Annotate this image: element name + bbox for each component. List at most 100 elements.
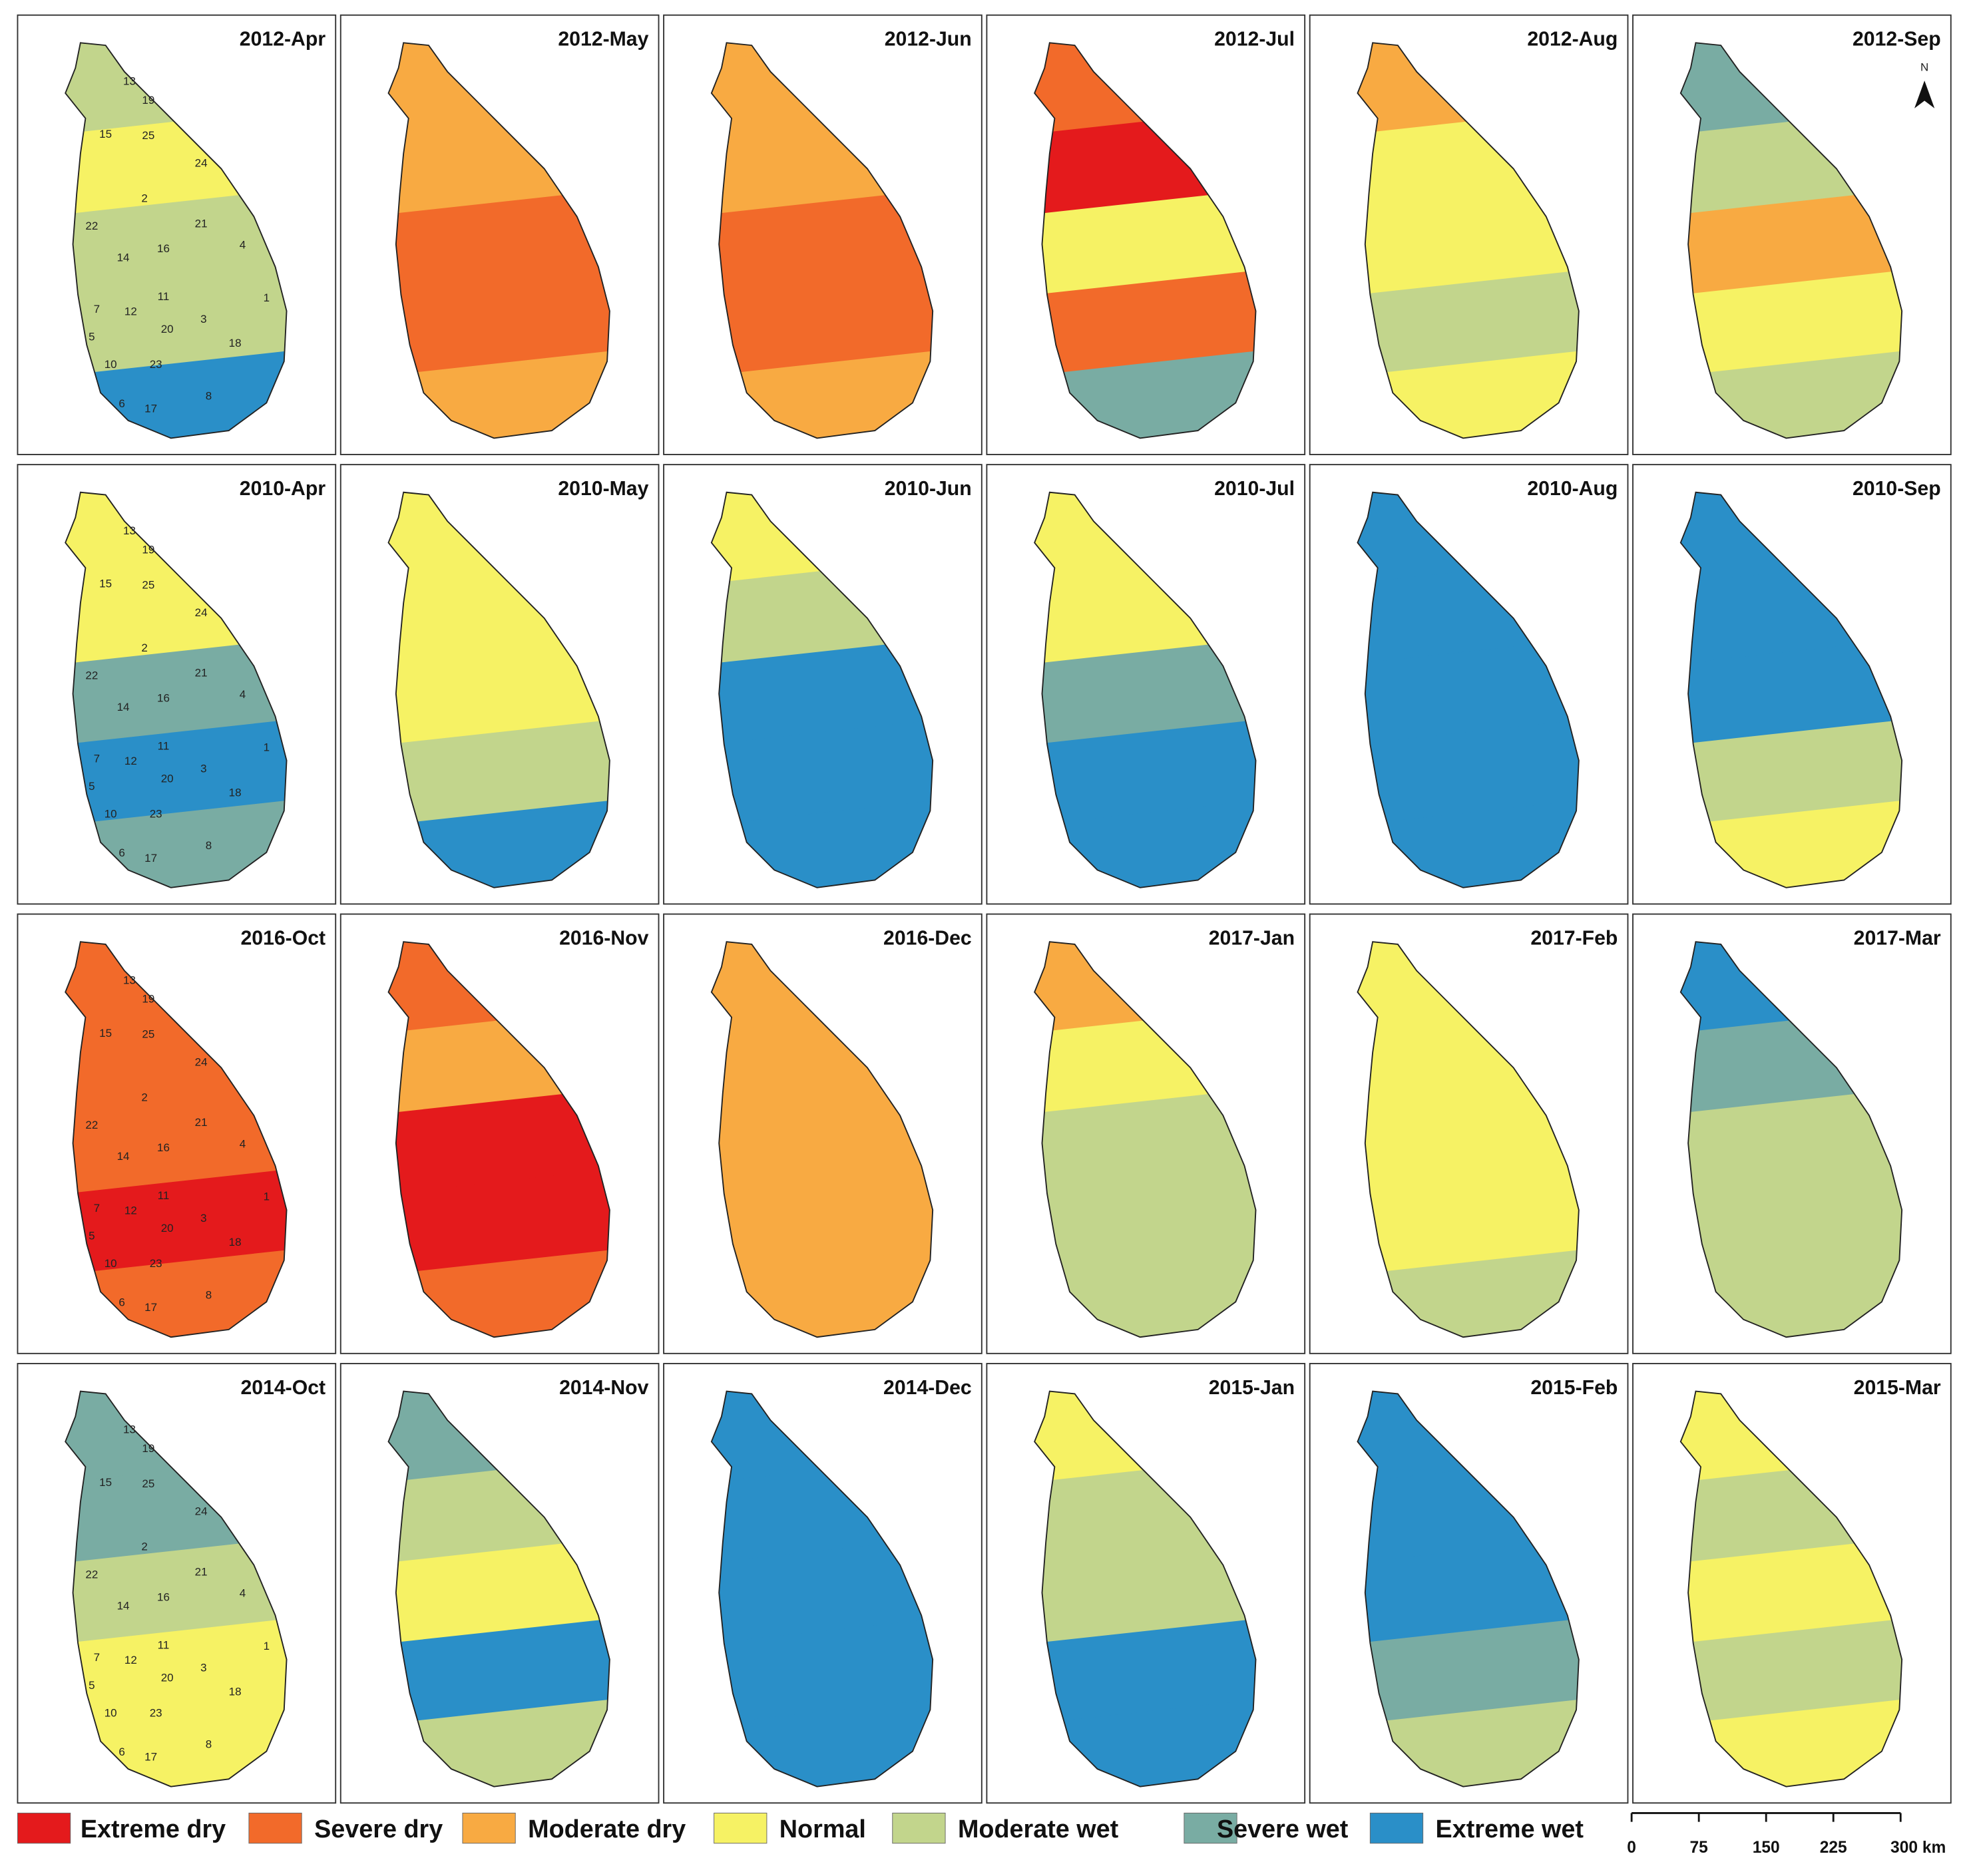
district-label: 20: [161, 323, 174, 335]
district-label: 19: [142, 993, 154, 1006]
district-label: 15: [99, 128, 112, 140]
legend-swatch: [1369, 1812, 1424, 1844]
district-label: 7: [94, 1202, 100, 1215]
district-label: 15: [99, 577, 112, 590]
district-label: 14: [117, 1150, 130, 1163]
panel-title: 2015-Feb: [1530, 1377, 1618, 1399]
district-label: 3: [200, 1661, 206, 1674]
panel-title: 2015-Mar: [1854, 1377, 1941, 1399]
district-label: 2: [141, 1541, 147, 1553]
coastline: [65, 42, 288, 439]
district-label: 17: [144, 852, 157, 864]
spi-zone: [1357, 1696, 1579, 1787]
coastline: [1357, 941, 1580, 1338]
district-label: 3: [200, 762, 206, 775]
scale-label: 0: [1627, 1839, 1636, 1857]
district-label: 23: [150, 808, 162, 821]
district-label: 25: [142, 578, 154, 591]
district-label: 12: [124, 305, 137, 318]
district-label: 1: [264, 1640, 270, 1652]
panel-title: 2010-May: [558, 478, 648, 500]
district-label: 8: [206, 1288, 212, 1301]
panel-title: 2015-Jan: [1209, 1377, 1295, 1399]
district-label: 6: [118, 1296, 124, 1309]
map-panel: 2014-Dec: [663, 1363, 983, 1804]
district-label: 6: [118, 397, 124, 410]
map-panel: 2017-Mar: [1632, 913, 1952, 1354]
map-panel: 2010-Jun: [663, 464, 983, 905]
spi-zone: [388, 1246, 610, 1338]
district-label: 2: [141, 192, 147, 204]
coastline: [387, 491, 610, 888]
district-label: 23: [150, 1257, 162, 1270]
panel-title: 2012-Apr: [240, 29, 326, 51]
coastline: [710, 491, 934, 888]
coastline: [387, 941, 610, 1338]
district-label: 15: [99, 1027, 112, 1039]
district-label: 2: [141, 1091, 147, 1103]
district-label: 19: [142, 1442, 154, 1455]
district-label: 22: [85, 1568, 98, 1581]
district-label: 3: [200, 313, 206, 325]
coastline: [387, 42, 610, 439]
district-label: 20: [161, 1671, 174, 1684]
north-arrow: [1914, 81, 1935, 108]
map-panel: 2012-Jun: [663, 14, 983, 455]
district-label: 7: [94, 1651, 100, 1664]
district-label: 16: [157, 1591, 170, 1603]
district-label: 20: [161, 773, 174, 785]
district-label: 1: [264, 291, 270, 304]
spi-zone: [711, 1246, 933, 1338]
district-label: 4: [240, 238, 246, 251]
spi-zone: [388, 1696, 610, 1787]
district-label: 5: [89, 331, 95, 343]
map-panel: 2010-Jul: [986, 464, 1306, 905]
district-label: 2: [141, 642, 147, 654]
panel-title: 2014-Nov: [559, 1377, 649, 1399]
island: [1034, 942, 1256, 1338]
district-label: 15: [99, 1476, 112, 1489]
coastline: [1034, 1390, 1257, 1787]
district-label: 24: [195, 156, 208, 169]
map-panel: 2015-Mar: [1632, 1363, 1952, 1804]
district-label: 13: [123, 1423, 136, 1436]
scale-label: 300 km: [1890, 1839, 1946, 1857]
legend-swatch: [17, 1812, 71, 1844]
panel-title: 2017-Jan: [1209, 927, 1295, 949]
panel-title: 2010-Apr: [240, 478, 326, 500]
coastline: [1357, 491, 1580, 888]
district-label: 18: [229, 1236, 242, 1248]
coastline: [65, 1390, 288, 1787]
map-panel: 2012-May: [339, 14, 660, 455]
legend-swatch: [462, 1812, 516, 1844]
district-label: 17: [144, 1751, 157, 1764]
spi-zone: [1680, 1246, 1902, 1338]
map-panel: 2012-Aug: [1309, 14, 1629, 455]
legend-swatch: [714, 1812, 767, 1844]
spi-zone: [711, 1696, 933, 1787]
district-label: 22: [85, 220, 98, 232]
district-label: 12: [124, 755, 137, 767]
coastline: [1034, 941, 1257, 1338]
spi-zone: [1680, 1696, 1902, 1787]
spi-zone: [65, 797, 287, 888]
spi-zone: [1357, 347, 1579, 439]
district-label: 10: [105, 358, 117, 371]
legend-label: Severe dry: [314, 1815, 443, 1843]
district-label: 24: [195, 1505, 208, 1518]
district-label: 13: [123, 75, 136, 87]
spi-zone: [1034, 797, 1256, 888]
district-label: 6: [118, 1746, 124, 1758]
coastline: [710, 1390, 934, 1787]
spi-zone: [1357, 1246, 1579, 1338]
spi-zone: [1680, 347, 1902, 439]
district-label: 25: [142, 1477, 154, 1490]
panel-title: 2012-Jul: [1214, 29, 1295, 51]
map-panel: 2010-Sep: [1632, 464, 1952, 905]
district-label: 21: [195, 667, 208, 679]
north-label: N: [1920, 61, 1928, 74]
